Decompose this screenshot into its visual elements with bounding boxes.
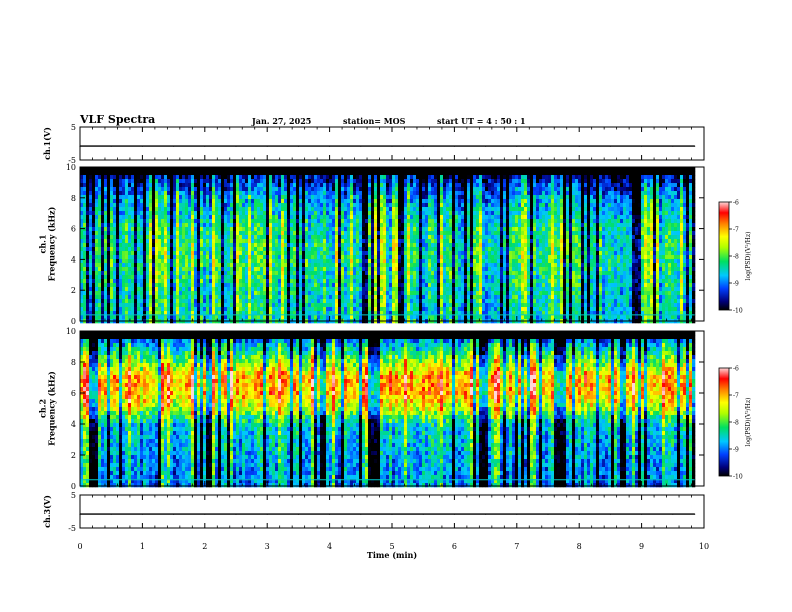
colorbar-tick-label: -7 xyxy=(733,393,739,400)
ch1-voltage-point xyxy=(360,146,361,147)
ch1-voltage-point xyxy=(516,146,517,147)
ch3-voltage-point xyxy=(694,514,695,515)
y-tick-label: 5 xyxy=(71,491,76,500)
colorbar-label: log(PSD)(V²/Hz) xyxy=(745,398,752,447)
ch3-voltage-point xyxy=(142,514,143,515)
colorbar-tick-label: -7 xyxy=(733,227,739,234)
ch3-voltage-point xyxy=(360,514,361,515)
y-axis-label: Frequency (kHz) xyxy=(47,371,57,446)
ch3-voltage-point xyxy=(454,514,455,515)
x-tick-label: 2 xyxy=(202,542,207,551)
ch1-voltage-point xyxy=(672,146,673,147)
x-axis-label: Time (min) xyxy=(367,550,417,560)
x-tick-label: 0 xyxy=(77,542,82,551)
ch3-voltage-point xyxy=(485,514,486,515)
y-tick-label: 2 xyxy=(71,451,76,460)
y-tick-label: 10 xyxy=(66,327,76,336)
x-tick-label: 7 xyxy=(514,542,519,551)
ch1-voltage-point xyxy=(641,146,642,147)
y-axis-label: ch.3(V) xyxy=(42,495,52,528)
x-tick-label: 6 xyxy=(452,542,457,551)
ch3-voltage-point xyxy=(672,514,673,515)
ch3-voltage-point xyxy=(641,514,642,515)
ch1-voltage-point xyxy=(391,146,392,147)
ch3-voltage-point xyxy=(111,514,112,515)
ch1-voltage-point xyxy=(298,146,299,147)
y-axis-label: Frequency (kHz) xyxy=(47,206,57,281)
ch1-voltage-point xyxy=(235,146,236,147)
y-tick-label: 10 xyxy=(66,163,76,172)
colorbar-tick-label: -9 xyxy=(733,447,739,454)
y-tick-label: 5 xyxy=(71,123,76,132)
ch1-voltage-point xyxy=(610,146,611,147)
ch1-voltage-point xyxy=(267,146,268,147)
x-tick-label: 4 xyxy=(327,542,332,551)
colorbar-tick-label: -10 xyxy=(733,474,743,481)
colorbar-tick-label: -6 xyxy=(733,366,739,373)
x-tick-label: 9 xyxy=(639,542,644,551)
ch3-voltage-point xyxy=(610,514,611,515)
colorbar-tick-label: -8 xyxy=(733,420,739,427)
y-tick-label: 4 xyxy=(71,420,76,429)
ch1-voltage-point xyxy=(423,146,424,147)
ch3-voltage-point xyxy=(579,514,580,515)
ch3-voltage-point xyxy=(298,514,299,515)
colorbar-tick-label: -9 xyxy=(733,281,739,288)
ch1-voltage-point xyxy=(485,146,486,147)
ch3-voltage-point xyxy=(204,514,205,515)
ch1-voltage-point xyxy=(204,146,205,147)
ch1-voltage-point xyxy=(329,146,330,147)
ch1-voltage-point xyxy=(694,146,695,147)
ch3-voltage-point xyxy=(173,514,174,515)
y-tick-label: 6 xyxy=(71,389,76,398)
colorbar-tick-label: -10 xyxy=(733,308,743,315)
ch3-voltage-point xyxy=(267,514,268,515)
ch3-voltage-point xyxy=(235,514,236,515)
ch1-spectrogram-image xyxy=(80,167,695,323)
colorbar-tick-label: -6 xyxy=(733,200,739,207)
ch3-voltage-point xyxy=(516,514,517,515)
y-tick-label: 8 xyxy=(71,194,76,203)
ch2-spectrogram-colorbar xyxy=(719,368,729,476)
colorbar-label: log(PSD)(V²/Hz) xyxy=(745,232,752,281)
y-tick-label: 8 xyxy=(71,358,76,367)
ch1-spectrogram-colorbar xyxy=(719,202,729,310)
y-tick-label: 0 xyxy=(71,482,76,491)
ch1-voltage-point xyxy=(579,146,580,147)
ch3-voltage-point xyxy=(547,514,548,515)
y-tick-label: 0 xyxy=(71,317,76,326)
y-tick-label: -5 xyxy=(68,524,76,533)
ch1-voltage-point xyxy=(142,146,143,147)
ch1-voltage-point xyxy=(111,146,112,147)
ch1-voltage-point xyxy=(547,146,548,147)
vlf-spectra-figure: 5-5ch.1(V)0246810ch.1 Frequency (kHz)-6-7… xyxy=(0,0,792,612)
x-tick-label: 10 xyxy=(699,542,709,551)
y-tick-label: 2 xyxy=(71,286,76,295)
y-tick-label: 4 xyxy=(71,255,76,264)
ch1-voltage-point xyxy=(454,146,455,147)
y-tick-label: 6 xyxy=(71,225,76,234)
ch3-voltage-point xyxy=(423,514,424,515)
x-tick-label: 1 xyxy=(140,542,145,551)
colorbar-tick-label: -8 xyxy=(733,254,739,261)
ch3-voltage-point xyxy=(391,514,392,515)
ch2-spectrogram-image xyxy=(80,331,695,487)
ch3-voltage-point xyxy=(329,514,330,515)
x-tick-label: 8 xyxy=(577,542,582,551)
y-axis-label: ch.1(V) xyxy=(42,127,52,160)
ch1-voltage-panel: 5-5ch.1(V) xyxy=(42,123,704,165)
ch1-voltage-point xyxy=(173,146,174,147)
x-tick-label: 3 xyxy=(265,542,270,551)
